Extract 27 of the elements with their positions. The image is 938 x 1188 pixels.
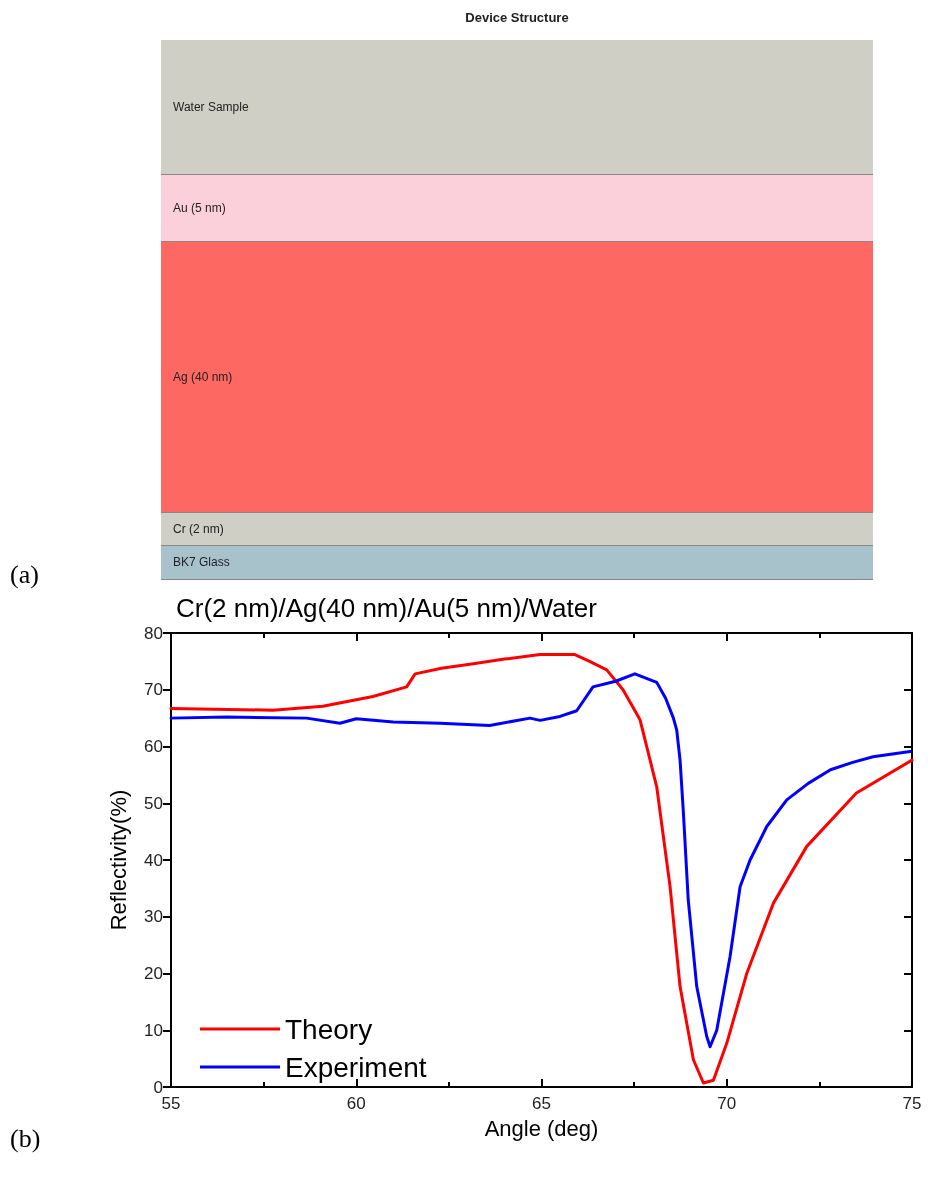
text: Device Structure — [464, 10, 570, 25]
layer-block: Ag (40 nm) — [161, 242, 873, 513]
y-tick-label: 60 — [144, 737, 163, 756]
y-tick-label: 40 — [144, 850, 163, 870]
y-tick-label: 80 — [144, 623, 163, 643]
layer-block: Au (5 nm) — [161, 175, 873, 242]
legend-label: Experiment — [285, 1051, 427, 1083]
layer-block: Water Sample — [161, 40, 873, 175]
x-axis-title: Angle (deg) — [484, 1115, 599, 1141]
y-tick-label: 30 — [144, 907, 163, 927]
y-axis-title: Reflectivity(%) — [105, 789, 131, 931]
x-tick-label: 75 — [902, 1094, 922, 1113]
y-tick-label: 20 — [144, 964, 163, 983]
y-tick-label: 0 — [153, 1077, 163, 1097]
x-tick-label: 65 — [532, 1094, 551, 1113]
x-tick-label: 60 — [346, 1094, 366, 1113]
x-tick-label: 70 — [717, 1094, 737, 1113]
y-tick-label: 50 — [144, 793, 163, 813]
layer-block: BK7 Glass — [161, 546, 873, 580]
text: (a) — [10, 560, 39, 590]
y-tick-label: 70 — [144, 680, 163, 700]
text: (b) — [10, 1123, 41, 1153]
layer-block: Cr (2 nm) — [161, 513, 873, 546]
legend-label: Theory — [285, 1013, 373, 1045]
y-tick-label: 10 — [144, 1020, 163, 1040]
x-tick-label: 55 — [161, 1094, 181, 1113]
chart-title: Cr(2 nm)/Ag(40 nm)/Au(5 nm)/Water — [176, 593, 598, 623]
